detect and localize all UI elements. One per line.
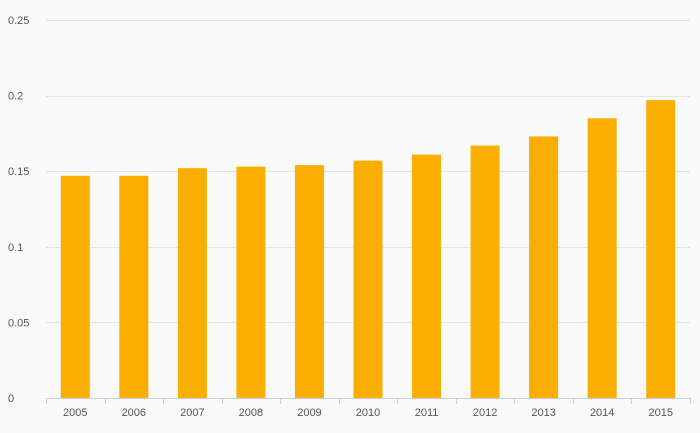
bar-2009 [294, 165, 324, 398]
x-tick-label: 2008 [239, 407, 263, 419]
x-tick-label: 2014 [590, 407, 614, 419]
bar-2011 [412, 154, 442, 398]
y-tick-label: 0.2 [8, 91, 23, 103]
bar-2010 [353, 160, 383, 398]
bar-2006 [119, 175, 149, 398]
y-tick-label: 0.25 [8, 15, 29, 27]
bar-2005 [60, 175, 90, 398]
y-tick-label: 0 [8, 393, 14, 405]
bar-2013 [529, 136, 559, 398]
y-tick-label: 0.05 [8, 317, 29, 329]
x-tick-label: 2013 [531, 407, 555, 419]
x-tick-label: 2012 [473, 407, 497, 419]
y-tick-label: 0.1 [8, 242, 23, 254]
bar-2008 [236, 166, 266, 398]
y-axis: 0 0.05 0.1 0.15 0.2 0.25 [8, 15, 29, 405]
x-tick-label: 2005 [63, 407, 87, 419]
y-tick-label: 0.15 [8, 166, 29, 178]
x-tick-label: 2011 [415, 407, 439, 419]
bar-2015 [646, 100, 676, 399]
x-tick-label: 2006 [122, 407, 146, 419]
bar-2012 [470, 145, 500, 398]
bars [60, 100, 676, 399]
x-axis: 2005 2006 2007 2008 2009 2010 2011 2012 2013 2014… [46, 398, 691, 419]
bar-2007 [177, 168, 207, 398]
x-tick-label: 2007 [180, 407, 204, 419]
bar-2014 [587, 118, 617, 398]
x-tick-label: 2010 [356, 407, 380, 419]
x-tick-label: 2015 [648, 407, 672, 419]
x-tick-label: 2009 [297, 407, 321, 419]
